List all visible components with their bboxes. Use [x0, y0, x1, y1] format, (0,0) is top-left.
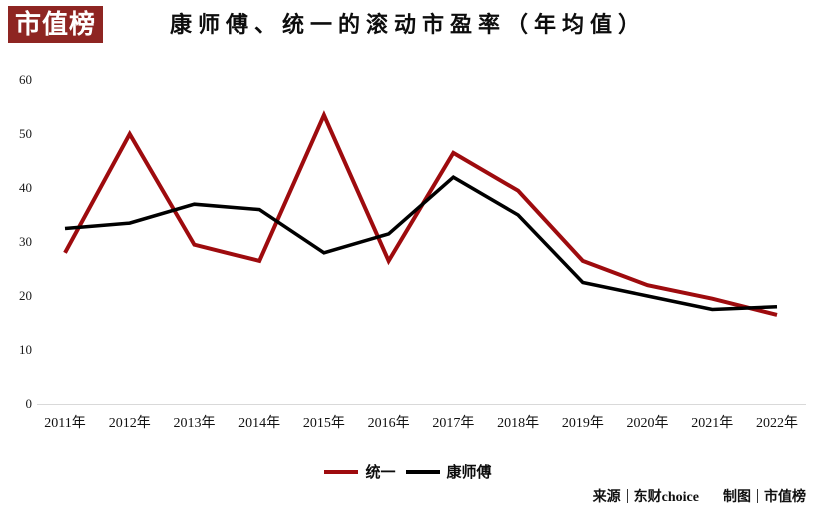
brand-logo: 市值榜 [8, 6, 104, 43]
legend-label: 统一 [365, 465, 396, 481]
y-tick-label: 20 [19, 288, 32, 303]
footer-credit-value: 市值榜 [764, 490, 806, 505]
y-tick-label: 10 [19, 342, 32, 357]
x-tick-label: 2013年 [173, 416, 216, 431]
legend-label: 康师傅 [446, 465, 492, 481]
x-tick-label: 2014年 [238, 416, 281, 431]
x-tick-label: 2019年 [561, 416, 604, 431]
footer-credits: 来源 东财choice 制图 市值榜 [593, 486, 806, 506]
x-tick-label: 2016年 [367, 416, 410, 431]
x-tick-label: 2017年 [432, 416, 475, 431]
x-tick-label: 2022年 [756, 416, 798, 431]
x-axis-baseline [37, 404, 806, 405]
legend-item-kangshifu: 康师傅 [405, 461, 492, 482]
legend-item-tongyi: 统一 [324, 461, 396, 482]
x-tick-label: 2020年 [626, 416, 669, 431]
legend-line-swatch-icon [405, 469, 440, 474]
y-tick-label: 40 [19, 180, 32, 195]
legend: 统一 康师傅 [0, 461, 816, 482]
y-tick-label: 0 [25, 396, 33, 411]
y-tick-label: 30 [19, 234, 32, 249]
x-tick-label: 2021年 [691, 416, 734, 431]
chart-title: 康师傅、统一的滚动市盈率（年均值） [169, 12, 646, 37]
footer-separator-icon [757, 489, 758, 503]
series-line-tongyi [63, 110, 778, 317]
x-tick-label: 2012年 [108, 416, 151, 431]
legend-line-swatch-icon [324, 469, 359, 474]
x-tick-label: 2015年 [302, 416, 345, 431]
footer-credit-label: 制图 [723, 490, 751, 505]
x-tick-label: 2018年 [497, 416, 540, 431]
footer-source-value: 东财choice [633, 490, 699, 505]
series-line-kangshifu [64, 175, 778, 312]
brand-logo-text: 市值榜 [15, 9, 97, 39]
y-tick-label: 50 [19, 126, 32, 141]
footer-separator-icon [626, 489, 628, 503]
x-tick-label: 2011年 [44, 416, 86, 431]
y-tick-label: 60 [19, 72, 32, 87]
footer-source-label: 来源 [592, 490, 621, 505]
